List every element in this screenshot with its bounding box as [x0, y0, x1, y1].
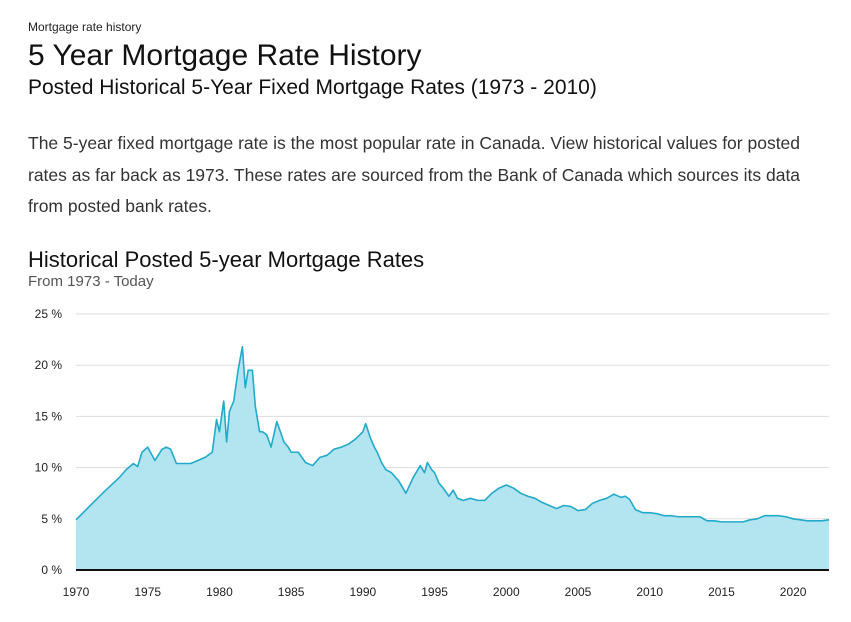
x-tick-label: 1985 [278, 585, 305, 599]
y-tick-label: 20 % [35, 358, 63, 372]
mortgage-rate-chart: 0 % 5 % 10 % 15 % 20 % 25 % 1970 1975 1980 1985 19… [35, 307, 830, 599]
x-tick-label: 2020 [780, 585, 807, 599]
x-tick-label: 1990 [350, 585, 377, 599]
y-tick-label: 15 % [35, 409, 63, 423]
y-tick-label: 0 % [41, 563, 62, 577]
chart-subtitle: From 1973 - Today [28, 273, 154, 290]
x-tick-label: 1980 [206, 585, 233, 599]
rate-line [75, 345, 830, 523]
axes: 0 % 5 % 10 % 15 % 20 % 25 % 1970 1975 1980 1985 19… [35, 307, 829, 599]
x-tick-label: 2000 [493, 585, 520, 599]
plot-area [75, 345, 830, 570]
x-tick-label: 1975 [134, 585, 161, 599]
page-subtitle: Posted Historical 5-Year Fixed Mortgage … [28, 76, 597, 99]
x-tick-label: 1995 [421, 585, 448, 599]
page-title: 5 Year Mortgage Rate History [28, 39, 422, 72]
x-tick-label: 2005 [565, 585, 592, 599]
x-tick-label: 2015 [708, 585, 735, 599]
y-tick-label: 25 % [35, 307, 63, 321]
intro-paragraph: The 5-year fixed mortgage rate is the mo… [28, 133, 801, 216]
breadcrumb[interactable]: Mortgage rate history [28, 20, 142, 34]
y-tick-label: 5 % [41, 512, 62, 526]
chart-title: Historical Posted 5-year Mortgage Rates [28, 247, 425, 272]
x-tick-label: 2010 [636, 585, 663, 599]
y-tick-label: 10 % [35, 461, 63, 475]
x-tick-label: 1970 [63, 585, 90, 599]
rate-area [76, 346, 829, 570]
